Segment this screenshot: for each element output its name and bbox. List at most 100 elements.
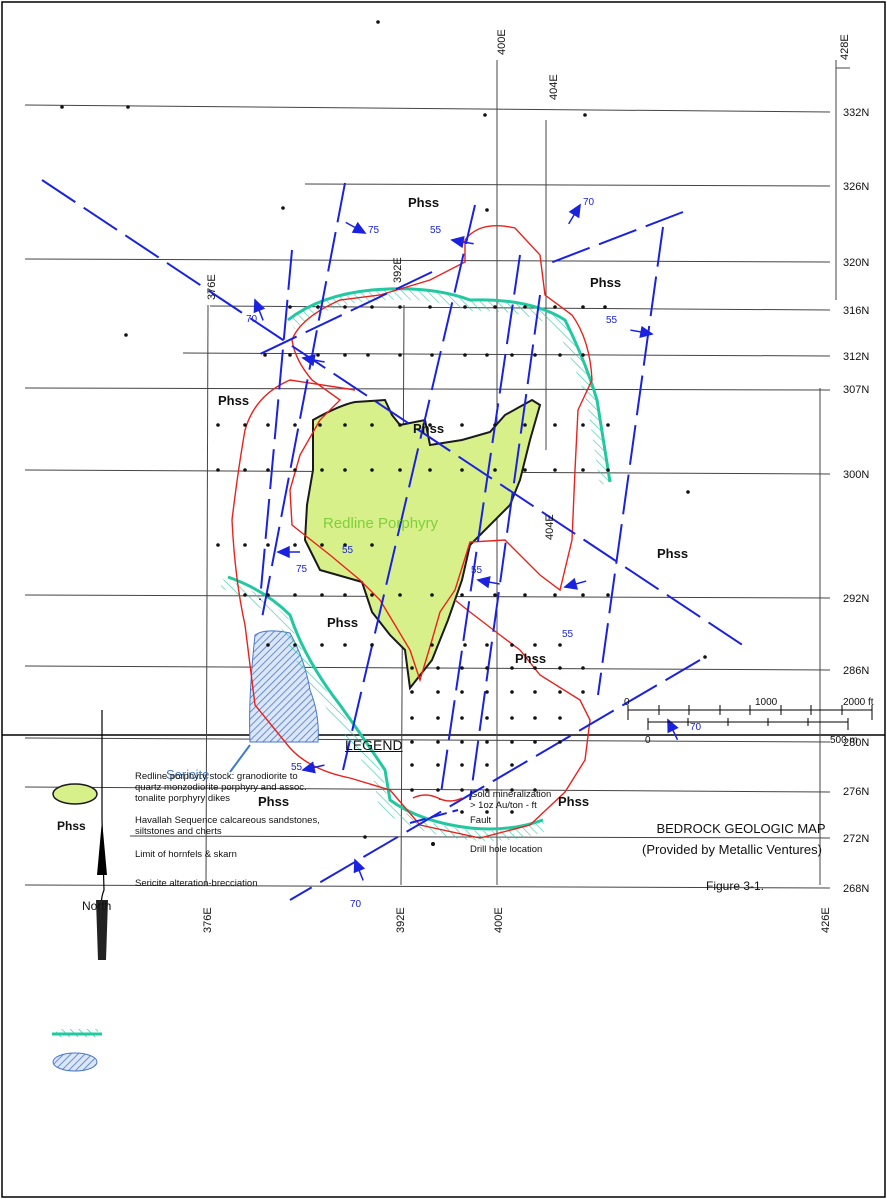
drill-hole: [485, 643, 489, 647]
drill-hole: [316, 305, 320, 309]
drill-hole: [485, 690, 489, 694]
drill-hole: [463, 305, 467, 309]
drill-hole: [320, 643, 324, 647]
scale-m-label: 500 m: [830, 735, 858, 746]
drill-hole: [485, 763, 489, 767]
drill-hole: [485, 740, 489, 744]
phss-unit-label: Phss: [558, 794, 589, 809]
scale-bar: [627, 705, 873, 730]
northing-label: 272N: [843, 833, 869, 845]
drill-hole: [485, 810, 489, 814]
drill-hole: [243, 423, 247, 427]
legend-sericite-swatch: [52, 1052, 98, 1072]
easting-label: 400E: [493, 907, 505, 933]
northing-label: 280N: [843, 737, 869, 749]
drill-hole: [398, 468, 402, 472]
dip-value: 55: [342, 545, 354, 556]
drill-hole: [428, 423, 432, 427]
dip-arrowhead: [450, 235, 465, 249]
drill-hole: [316, 353, 320, 357]
drill-hole: [533, 666, 537, 670]
drill-hole: [553, 423, 557, 427]
easting-label: 376E: [206, 274, 218, 300]
drill-hole: [343, 593, 347, 597]
drill-hole: [320, 468, 324, 472]
drill-hole: [606, 593, 610, 597]
phss-unit-label: Phss: [515, 651, 546, 666]
drill-hole: [430, 643, 434, 647]
dip-value: 55: [471, 565, 483, 576]
drill-hole: [430, 353, 434, 357]
legend-item-drillhole: Drill hole location: [470, 844, 542, 855]
legend-symbols: [52, 783, 463, 1072]
drill-hole: [288, 353, 292, 357]
drill-hole: [428, 305, 432, 309]
legend-red-line: [412, 794, 463, 802]
dip-arrowhead: [639, 325, 654, 338]
dip-arrowhead: [276, 545, 290, 559]
drill-hole: [581, 353, 585, 357]
drill-hole: [436, 740, 440, 744]
drill-hole: [410, 716, 414, 720]
drill-hole: [216, 468, 220, 472]
drill-hole: [343, 305, 347, 309]
scale-m-label: 0: [645, 735, 651, 746]
drill-hole: [493, 305, 497, 309]
northing-label: 300N: [843, 469, 869, 481]
legend-item-fault: Fault: [470, 815, 491, 826]
drill-hole: [493, 423, 497, 427]
dip-arrows: [253, 203, 679, 881]
drill-hole: [370, 543, 374, 547]
redline-porphyry-label: Redline Porphyry: [323, 515, 439, 532]
drill-hole: [266, 543, 270, 547]
drill-hole: [553, 468, 557, 472]
drill-hole: [436, 716, 440, 720]
drill-hole: [485, 666, 489, 670]
drill-hole: [493, 468, 497, 472]
phss-unit-label: Phss: [590, 275, 621, 290]
drill-hole: [216, 423, 220, 427]
legend-text-line: > 1oz Au/ton - ft: [470, 800, 537, 811]
drill-hole: [463, 353, 467, 357]
drill-hole: [523, 423, 527, 427]
drill-hole: [266, 593, 270, 597]
drill-hole: [553, 593, 557, 597]
drill-hole: [581, 423, 585, 427]
drill-hole: [436, 690, 440, 694]
drill-hole: [370, 593, 374, 597]
drill-hole: [60, 105, 64, 109]
drill-hole: [558, 353, 562, 357]
drill-hole: [460, 423, 464, 427]
drill-hole: [581, 468, 585, 472]
drill-hole: [410, 690, 414, 694]
legend: LEGEND Redline porphyry stock: granodior…: [0, 735, 887, 1197]
drill-hole: [370, 468, 374, 472]
drill-hole: [410, 763, 414, 767]
phss-unit-label: Phss: [327, 615, 358, 630]
northing-label: 276N: [843, 786, 869, 798]
easting-label: 392E: [395, 907, 407, 933]
drill-hole: [243, 468, 247, 472]
drill-hole: [293, 543, 297, 547]
legend-item-sericite: Sericite alteration-brecciation: [135, 878, 258, 889]
dip-arrowhead: [253, 298, 266, 314]
phss-unit-label: Phss: [413, 421, 444, 436]
drill-hole: [533, 690, 537, 694]
legend-text-line: siltstones and cherts: [135, 826, 222, 837]
drill-hole: [398, 305, 402, 309]
legend-stock-swatch: [52, 783, 98, 805]
easting-label: 376E: [202, 907, 214, 933]
legend-text-line: quartz monzodiorite porphyry and assoc.: [135, 782, 307, 793]
drill-hole: [281, 206, 285, 210]
northing-label: 312N: [843, 351, 869, 363]
drill-hole: [343, 468, 347, 472]
northing-label: 286N: [843, 665, 869, 677]
drill-hole: [533, 643, 537, 647]
drill-hole: [370, 423, 374, 427]
legend-text-line: Gold mineralization: [470, 789, 552, 800]
drill-hole: [124, 333, 128, 337]
legend-dot: [431, 842, 435, 846]
drill-hole: [320, 543, 324, 547]
drill-hole: [523, 468, 527, 472]
